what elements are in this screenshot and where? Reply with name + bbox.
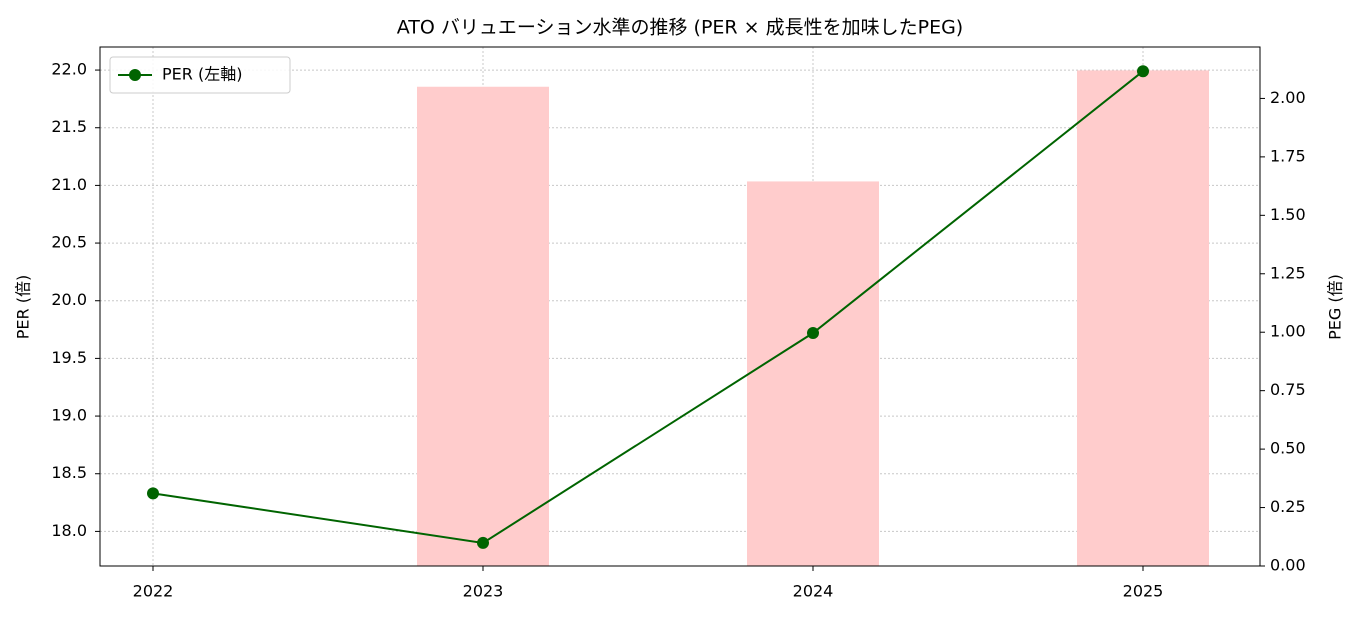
x-tick-label: 2025: [1123, 582, 1164, 601]
bar: [417, 86, 549, 567]
y2-tick-label: 1.75: [1270, 146, 1306, 165]
y2-axis-label: PEG (倍): [1326, 274, 1345, 340]
y2-tick-label: 0.75: [1270, 380, 1306, 399]
bar: [1077, 70, 1209, 566]
marker: [807, 327, 819, 340]
y2-tick-label: 0.25: [1270, 497, 1306, 516]
x-tick-label: 2022: [133, 582, 174, 601]
chart-title: ATO バリュエーション水準の推移 (PER × 成長性を加味したPEG): [397, 17, 963, 39]
marker: [147, 487, 159, 500]
legend-box: [109, 56, 291, 94]
legend-label: PER (左軸): [162, 65, 242, 84]
y-tick-label: 19.0: [51, 406, 87, 425]
legend-marker: [129, 69, 141, 81]
marker: [477, 536, 489, 549]
grid: [100, 47, 1260, 566]
y2-tick-label: 1.25: [1270, 263, 1306, 282]
bar: [747, 181, 879, 567]
y2-tick-label: 0.50: [1270, 439, 1306, 458]
legend: PER (左軸): [109, 56, 291, 94]
y2-tick-label: 1.00: [1270, 322, 1306, 341]
y-tick-label: 19.5: [51, 348, 87, 367]
y-tick-label: 20.5: [51, 233, 87, 252]
bars: [417, 70, 1209, 567]
marker: [1137, 65, 1149, 78]
line: [152, 70, 1144, 544]
y-axis-label: PER (倍): [14, 275, 33, 339]
y2-tick-label: 2.00: [1270, 88, 1306, 107]
y2-tick-label: 1.50: [1270, 205, 1306, 224]
plot-frame: [99, 46, 1261, 567]
y-tick-label: 21.5: [51, 117, 87, 136]
x-tick-label: 2024: [793, 582, 834, 601]
y-tick-label: 18.5: [51, 463, 87, 482]
y-tick-label: 18.0: [51, 521, 87, 540]
x-tick-label: 2023: [463, 582, 504, 601]
y-tick-label: 21.0: [51, 175, 87, 194]
y2-tick-label: 0.00: [1270, 556, 1306, 575]
y-tick-label: 20.0: [51, 290, 87, 309]
y-tick-label: 22.0: [51, 60, 87, 79]
